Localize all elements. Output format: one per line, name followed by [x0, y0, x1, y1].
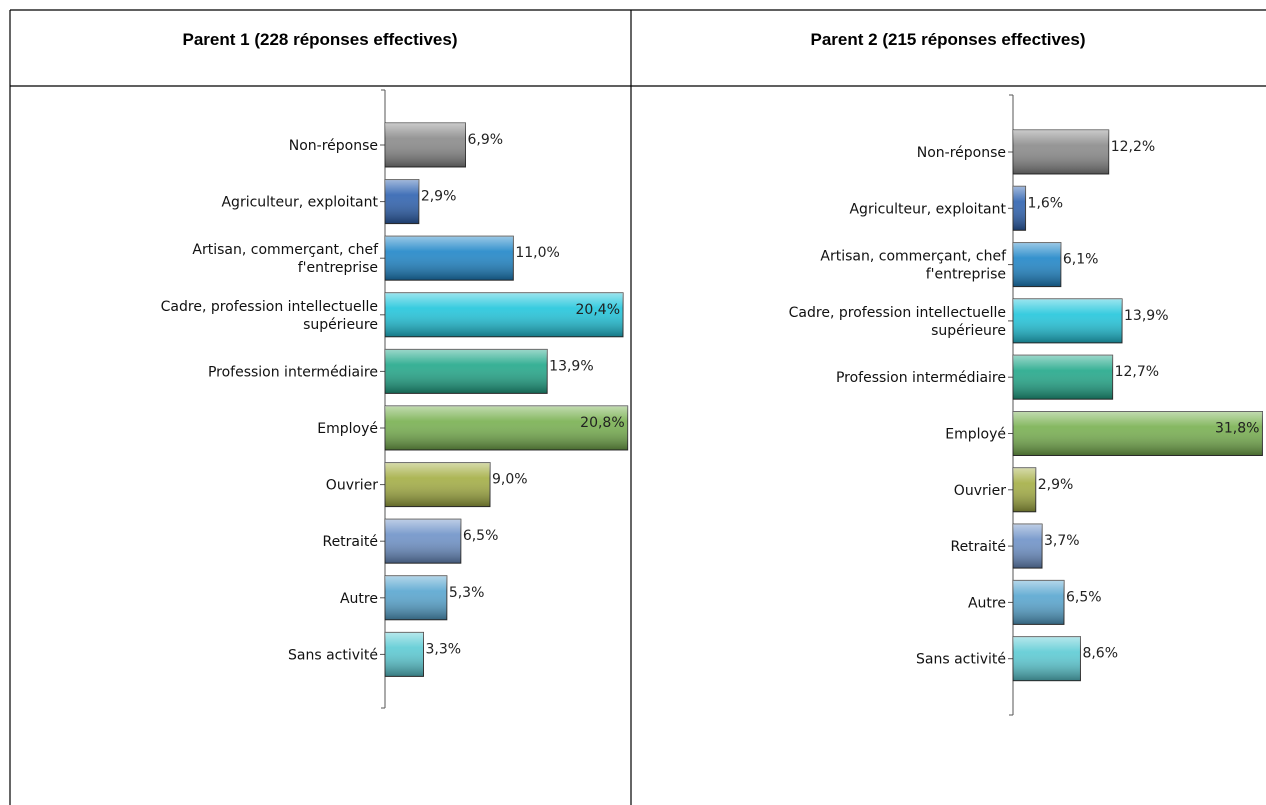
category-label: Artisan, commerçant, chef f'entreprise — [820, 249, 1007, 283]
category-label: Non-réponse — [289, 138, 378, 154]
bar — [384, 575, 448, 621]
value-label: 31,8% — [1215, 421, 1259, 437]
category-label: Retraité — [322, 534, 378, 550]
category-label: Cadre, profession intellectuelle supérieu… — [789, 305, 1006, 339]
bar — [384, 631, 424, 677]
bar — [384, 179, 420, 225]
value-label: 8,6% — [1082, 646, 1118, 662]
value-label: 9,0% — [492, 472, 528, 488]
category-label: Artisan, commerçant, chef f'entreprise — [192, 242, 379, 276]
category-label: Autre — [340, 591, 378, 607]
value-label: 2,9% — [1038, 477, 1074, 493]
bar — [1012, 579, 1065, 625]
value-label: 3,3% — [426, 641, 462, 657]
value-label: 3,7% — [1044, 533, 1080, 549]
category-label: Employé — [945, 427, 1006, 443]
value-label: 13,9% — [1124, 308, 1168, 324]
bar — [384, 518, 462, 564]
category-label: Non-réponse — [917, 145, 1006, 161]
bar — [1012, 242, 1062, 288]
value-label: 13,9% — [549, 358, 593, 374]
category-label: Ouvrier — [954, 483, 1006, 499]
value-label: 6,9% — [468, 132, 504, 148]
category-label: Ouvrier — [326, 478, 378, 494]
bar — [1012, 298, 1123, 344]
category-label: Retraité — [950, 539, 1006, 555]
category-label: Profession intermédiaire — [208, 364, 378, 380]
value-label: 1,6% — [1028, 195, 1064, 211]
value-label: 20,8% — [580, 415, 624, 431]
bar — [1012, 636, 1081, 682]
category-label: Agriculteur, exploitant — [849, 201, 1006, 217]
category-label: Agriculteur, exploitant — [221, 195, 378, 211]
category-label: Sans activité — [288, 647, 378, 663]
value-label: 20,4% — [576, 302, 620, 318]
bar — [384, 235, 514, 281]
category-label: Cadre, profession intellectuelle supérieu… — [161, 299, 378, 333]
category-label: Profession intermédiaire — [836, 370, 1006, 386]
bar — [1012, 129, 1110, 175]
value-label: 12,2% — [1111, 139, 1155, 155]
column-header: Parent 2 (215 réponses effectives) — [811, 30, 1086, 49]
category-label: Sans activité — [916, 652, 1006, 668]
value-label: 11,0% — [515, 245, 559, 261]
value-label: 6,1% — [1063, 252, 1099, 268]
bar — [384, 122, 466, 168]
value-label: 6,5% — [1066, 589, 1102, 605]
bar — [1012, 467, 1037, 513]
column-header: Parent 1 (228 réponses effectives) — [183, 30, 458, 49]
value-label: 2,9% — [421, 189, 457, 205]
value-label: 5,3% — [449, 585, 485, 601]
value-label: 12,7% — [1115, 364, 1159, 380]
category-label: Employé — [317, 421, 378, 437]
category-label: Autre — [968, 595, 1006, 611]
bar — [384, 462, 491, 508]
bar — [1012, 523, 1043, 569]
value-label: 6,5% — [463, 528, 499, 544]
bar — [384, 348, 548, 394]
bar — [1012, 185, 1027, 231]
bar — [1012, 354, 1114, 400]
table-borders — [9, 9, 1266, 805]
